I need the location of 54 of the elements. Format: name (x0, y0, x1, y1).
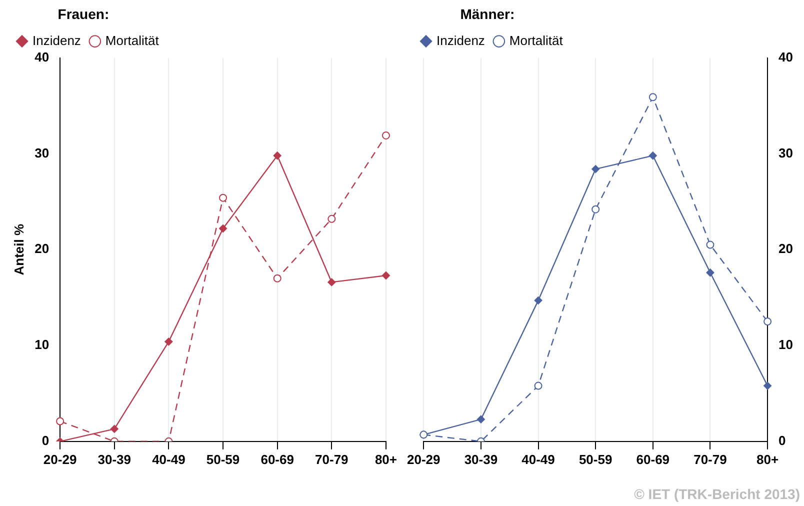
x-tick-label: 50-59 (206, 452, 240, 467)
x-tick-label: 80+ (374, 452, 398, 467)
x-tick-label: 20-29 (407, 452, 440, 467)
legend-label: Mortalität (509, 32, 564, 48)
point (273, 274, 282, 282)
x-tick-label: 40-49 (522, 452, 555, 467)
y-tick-label: 0 (778, 432, 786, 448)
x-tick-label: 60-69 (636, 452, 670, 467)
point (219, 194, 228, 202)
x-tick-label: 30-39 (98, 452, 132, 467)
y-tick-label: 40 (778, 49, 794, 64)
point (534, 382, 542, 390)
y-tick-label: 20 (34, 241, 50, 256)
point (534, 296, 542, 304)
text: © IET (TRK-Bericht 2013) (634, 486, 800, 502)
x-tick-label: 80+ (756, 452, 779, 467)
x-tick-label: 20-29 (43, 452, 77, 467)
x-tick-label: 50-59 (578, 452, 612, 467)
point (648, 152, 657, 160)
legend-label: Mortalität (105, 32, 160, 48)
legend-title: Frauen: (58, 6, 110, 22)
point (382, 271, 390, 280)
point (764, 382, 772, 390)
point (706, 240, 714, 249)
point (273, 152, 282, 160)
point (706, 268, 714, 277)
point (764, 318, 772, 326)
point (592, 165, 600, 174)
x-tick-label: 70-79 (315, 452, 348, 467)
y-tick-label: 10 (34, 337, 50, 352)
point (648, 93, 657, 102)
point (110, 424, 118, 433)
point (164, 338, 173, 346)
point (328, 214, 336, 223)
y-tick-label: 0 (42, 432, 50, 448)
point (476, 415, 485, 424)
y-tick-label: 30 (778, 145, 794, 160)
legend-label: Inzidenz (32, 32, 81, 48)
x-tick-label: 70-79 (694, 452, 727, 467)
x-tick-label: 60-69 (260, 452, 294, 467)
legend-title: Männer: (460, 6, 515, 22)
point (219, 224, 228, 232)
x-tick-label: 40-49 (152, 452, 186, 467)
y-tick-label: 20 (778, 241, 794, 256)
point (592, 205, 600, 214)
y-axis-title: Anteil % (11, 224, 26, 276)
x-tick-label: 30-39 (464, 452, 498, 467)
legend-label: Inzidenz (436, 32, 485, 48)
point (382, 131, 390, 140)
point (56, 417, 64, 426)
y-tick-label: 40 (34, 49, 50, 64)
point (328, 278, 336, 286)
y-tick-label: 30 (34, 145, 50, 160)
y-tick-label: 10 (778, 337, 794, 352)
